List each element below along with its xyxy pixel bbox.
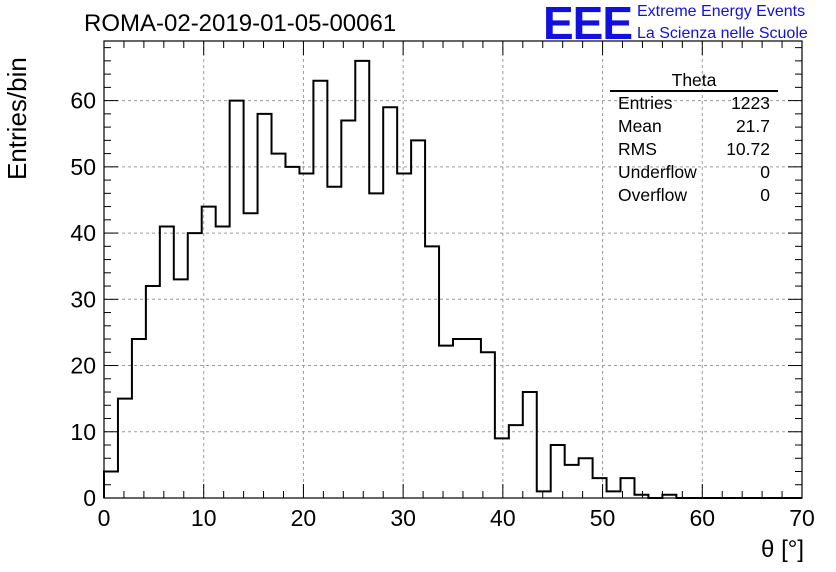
chart-title: ROMA-02-2019-01-05-00061 <box>84 10 397 37</box>
x-tick-label: 20 <box>291 505 317 531</box>
stats-row-underflow: Underflow 0 <box>610 161 778 184</box>
histogram-bin <box>355 61 369 498</box>
stats-row-mean: Mean 21.7 <box>610 115 778 138</box>
histogram-bin <box>467 339 481 498</box>
histogram-bin <box>230 101 244 498</box>
y-axis-label: Entries/bin <box>2 57 32 180</box>
histogram-bin <box>551 445 565 498</box>
histogram-bin <box>104 472 118 498</box>
histogram-bin <box>453 339 467 498</box>
y-tick-label: 20 <box>70 353 96 379</box>
histogram-bin <box>258 114 272 498</box>
histogram-bin <box>244 213 258 498</box>
histogram-bin <box>662 495 676 498</box>
histogram-bin <box>313 81 327 498</box>
histogram-bin <box>341 120 355 498</box>
plot-frame <box>103 40 803 499</box>
histogram-bin <box>216 226 230 498</box>
stats-label: Overflow <box>618 185 688 205</box>
x-tick-label: 70 <box>789 505 815 531</box>
stats-value: 0 <box>760 185 770 205</box>
stats-label: Entries <box>618 93 673 113</box>
logo-line1: Extreme Energy Events <box>637 3 806 20</box>
y-tick-label: 30 <box>70 286 96 312</box>
x-tick-label: 10 <box>191 505 217 531</box>
stats-value: 10.72 <box>726 139 770 159</box>
stats-label: Underflow <box>618 162 697 182</box>
x-tick-label: 60 <box>689 505 715 531</box>
stats-value: 21.7 <box>735 116 770 136</box>
stats-label: RMS <box>618 139 657 159</box>
histogram-bin <box>425 246 439 498</box>
x-axis-label: θ [°] <box>761 536 804 563</box>
histogram-bin <box>118 399 132 498</box>
histogram-bin <box>327 187 341 498</box>
histogram-bin <box>565 465 579 498</box>
histogram-bin <box>285 167 299 498</box>
histogram-bin <box>411 140 425 498</box>
histogram-bin <box>202 207 216 498</box>
histogram-bin <box>481 352 495 498</box>
histogram-bin <box>621 478 635 498</box>
histogram-bin <box>607 491 621 498</box>
histogram-bin <box>146 286 160 498</box>
x-tick-label: 40 <box>490 505 516 531</box>
stats-row-rms: RMS 10.72 <box>610 138 778 161</box>
x-tick-label: 50 <box>590 505 616 531</box>
histogram-bin <box>188 233 202 498</box>
histogram-bin <box>132 339 146 498</box>
stats-row-overflow: Overflow 0 <box>610 184 778 207</box>
histogram-outline <box>103 59 802 499</box>
y-tick-label: 50 <box>70 154 96 180</box>
histogram-bin <box>160 226 174 498</box>
y-tick-label: 40 <box>70 220 96 246</box>
histogram-bin <box>523 392 537 498</box>
histogram-bin <box>495 438 509 498</box>
histogram-bin <box>439 346 453 498</box>
histogram-bin <box>593 478 607 498</box>
histogram-bin <box>174 279 188 498</box>
x-tick-label: 30 <box>390 505 416 531</box>
histogram-bin <box>579 458 593 498</box>
histogram-bin <box>537 491 551 498</box>
x-tick-label: 0 <box>98 505 111 531</box>
histogram-bin <box>509 425 523 498</box>
histogram-bin <box>299 173 313 498</box>
stats-value: 1223 <box>731 93 770 113</box>
eee-logo: EEE <box>543 0 633 49</box>
stats-box: Theta Entries 1223 Mean 21.7 RMS 10.72 U… <box>610 70 778 207</box>
stats-label: Mean <box>618 116 662 136</box>
histogram-bin <box>369 193 383 498</box>
y-tick-label: 60 <box>70 88 96 114</box>
histogram-bin <box>397 173 411 498</box>
histogram-bin <box>383 107 397 498</box>
histogram-bin <box>272 154 286 498</box>
y-tick-label: 0 <box>83 485 96 511</box>
stats-title: Theta <box>610 70 778 92</box>
logo-line2: La Scienza nelle Scuole <box>637 25 808 42</box>
stats-value: 0 <box>760 162 770 182</box>
y-tick-label: 10 <box>70 419 96 445</box>
stats-row-entries: Entries 1223 <box>610 92 778 115</box>
histogram-bin <box>634 495 648 498</box>
